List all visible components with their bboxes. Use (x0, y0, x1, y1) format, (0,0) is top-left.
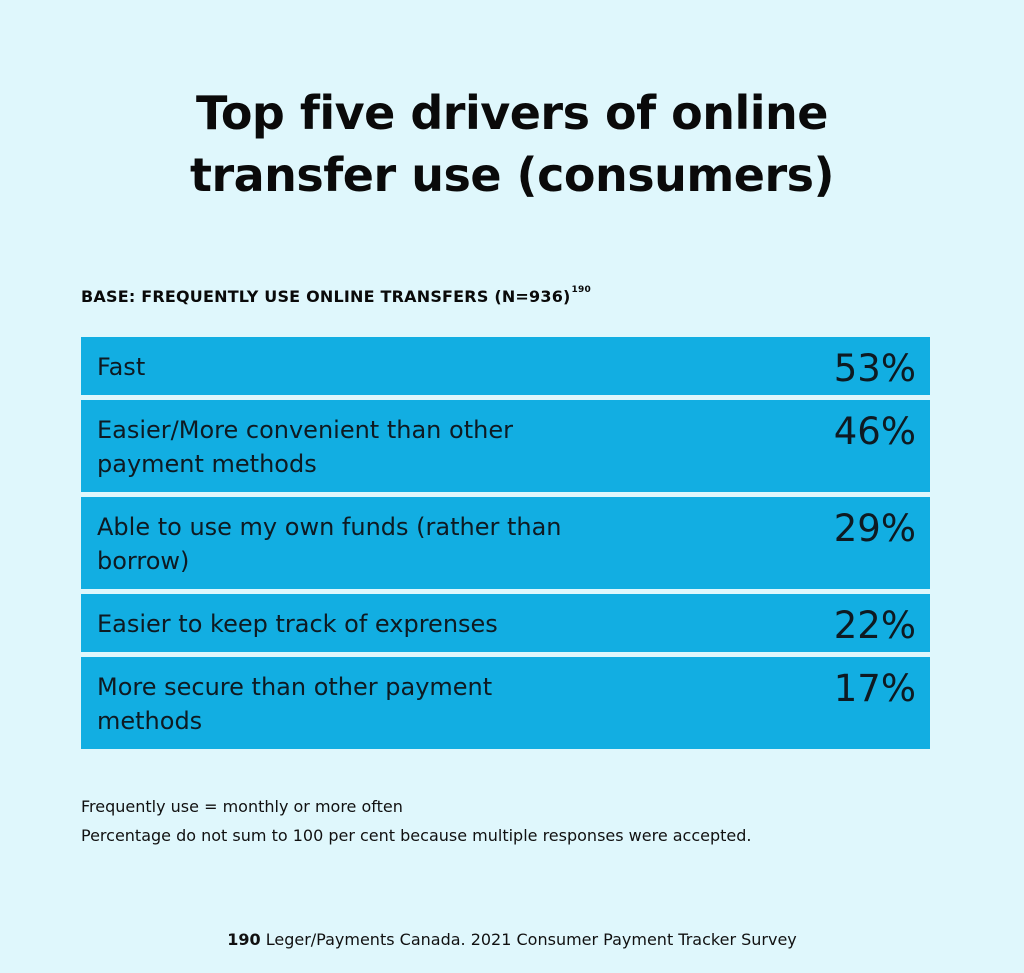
row-value: 53% (833, 347, 916, 390)
row-label: More secure than other payment methods (97, 673, 493, 735)
row-value: 17% (833, 667, 916, 710)
chart-title: Top five drivers of online transfer use … (0, 82, 1024, 206)
chart-title-line-1: Top five drivers of online (196, 86, 828, 140)
row-label: Fast (97, 353, 146, 381)
drivers-table: Fast 53% Easier/More convenient than other… (81, 337, 930, 754)
row-label: Easier to keep track of exprenses (97, 610, 498, 638)
base-note: BASE: FREQUENTLY USE ONLINE TRANSFERS (N… (81, 285, 591, 306)
row-label: Able to use my own funds (rather than bo… (97, 513, 562, 575)
base-footnote-ref: 190 (571, 285, 591, 295)
table-row: Easier/More convenient than other paymen… (81, 400, 930, 492)
source-ref: 190 (227, 930, 261, 949)
base-text: BASE: FREQUENTLY USE ONLINE TRANSFERS (N… (81, 287, 571, 306)
row-value: 22% (833, 604, 916, 647)
table-row: Able to use my own funds (rather than bo… (81, 497, 930, 589)
table-row: More secure than other payment methods 17… (81, 657, 930, 749)
source-text: Leger/Payments Canada. 2021 Consumer Pay… (260, 930, 797, 949)
row-label: Easier/More convenient than other paymen… (97, 416, 513, 478)
table-row: Easier to keep track of exprenses 22% (81, 594, 930, 652)
note-frequency: Frequently use = monthly or more often (81, 797, 403, 816)
row-value: 46% (833, 410, 916, 453)
note-percentages: Percentage do not sum to 100 per cent be… (81, 826, 752, 845)
source-citation: 190 Leger/Payments Canada. 2021 Consumer… (0, 930, 1024, 949)
chart-title-line-2: transfer use (consumers) (189, 148, 835, 202)
row-value: 29% (833, 507, 916, 550)
notes: Frequently use = monthly or more often P… (81, 792, 752, 850)
table-row: Fast 53% (81, 337, 930, 395)
